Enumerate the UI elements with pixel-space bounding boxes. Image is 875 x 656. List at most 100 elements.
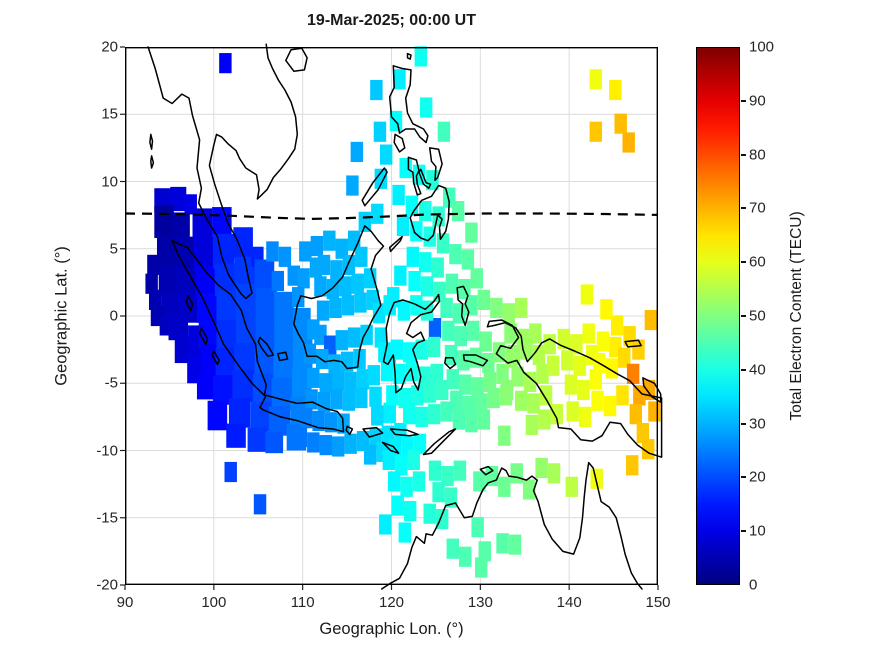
tec-patch [430, 363, 444, 384]
tec-patch [214, 263, 237, 296]
tec-patch [500, 379, 514, 401]
tec-patch [565, 476, 579, 497]
tec-patch [550, 404, 563, 425]
tec-patch [467, 320, 480, 341]
tec-patch [403, 500, 417, 522]
colorbar-tick-label: 70 [749, 199, 766, 217]
colorbar-tick-label: 40 [749, 361, 766, 379]
tec-patch [265, 431, 284, 454]
tec-patch [331, 370, 345, 391]
tec-patch [394, 265, 407, 286]
tec-patch [636, 422, 650, 444]
tec-patch [411, 385, 424, 406]
tec-patch [419, 97, 433, 118]
coastline-path [185, 295, 194, 312]
tec-patch [535, 457, 548, 479]
tec-patch [386, 385, 399, 406]
tec-patch [353, 348, 366, 370]
tec-patch [341, 295, 355, 316]
tec-patch [412, 471, 426, 492]
plot-area [120, 43, 663, 590]
tec-patch [292, 287, 305, 308]
colorbar-tick-mark [741, 153, 746, 156]
tec-patch [561, 350, 574, 371]
colorbar-tick-label: 50 [749, 307, 766, 325]
y-tick-label: 0 [109, 307, 118, 325]
colorbar-tick-mark [741, 99, 746, 102]
tec-patch [274, 291, 294, 325]
tec-patch [618, 347, 631, 368]
tec-patch [147, 254, 160, 275]
x-tick-label: 150 [645, 594, 671, 611]
y-tick-label: 20 [101, 38, 118, 56]
tec-patch [299, 241, 312, 262]
tec-patch [391, 495, 404, 516]
tec-patch [626, 455, 639, 476]
coastline-path [382, 293, 441, 394]
tec-patch [330, 260, 343, 281]
tec-patch [346, 175, 359, 196]
tec-patch [510, 463, 523, 484]
tec-patch [215, 348, 236, 381]
colorbar-tick-label: 20 [749, 468, 766, 486]
tec-patch [335, 330, 348, 351]
coastline-path [388, 235, 403, 253]
coastline-path [362, 426, 384, 438]
tec-patch [344, 371, 357, 392]
tec-patch [442, 320, 455, 341]
tec-patch [498, 476, 511, 497]
x-tick-label: 110 [290, 594, 315, 611]
tec-patch [314, 276, 327, 297]
tec-patch [629, 404, 643, 425]
tec-patch [369, 386, 382, 407]
tec-patch [520, 339, 533, 360]
tec-patch [539, 385, 553, 406]
coastline-path [444, 356, 457, 370]
tec-patch [319, 435, 332, 456]
tec-patch [603, 396, 617, 417]
tec-patch [465, 412, 478, 433]
tec-patch [400, 476, 413, 497]
x-tick-label: 100 [201, 594, 227, 611]
tec-patch [274, 320, 296, 356]
tec-patch [529, 323, 542, 344]
tec-patch [441, 465, 454, 487]
tec-patch [339, 276, 352, 297]
tec-patch [250, 402, 272, 432]
tec-patch [355, 246, 368, 267]
tec-patch [564, 374, 578, 395]
tec-patch [477, 409, 491, 430]
tec-patch [508, 534, 522, 555]
coastline-path [393, 133, 406, 153]
coastline-path [479, 465, 494, 476]
tec-patch [435, 509, 449, 530]
colorbar-tick-mark [741, 476, 746, 479]
tec-patch [216, 320, 238, 353]
tec-patch [397, 300, 411, 321]
tec-patch [176, 267, 198, 300]
tec-patch [423, 382, 436, 403]
tec-patch [428, 460, 442, 481]
coastline-path [149, 133, 154, 150]
tec-patch [536, 363, 549, 384]
tec-patch [268, 406, 291, 436]
colorbar-tick-mark [741, 261, 746, 264]
coastline-path [389, 428, 419, 437]
tec-patch [454, 326, 468, 347]
colorbar-tick-label: 30 [749, 415, 766, 433]
tec-patch [577, 379, 590, 401]
tec-patch [212, 375, 233, 405]
coastline-path [380, 461, 643, 590]
coastline-path [211, 350, 220, 366]
tec-patch [324, 412, 338, 433]
tec-patch [453, 460, 467, 481]
tec-patch [496, 363, 509, 384]
tec-patch [317, 254, 331, 275]
tec-patch [523, 371, 537, 392]
tec-patch [423, 226, 436, 247]
tec-patch [444, 344, 458, 366]
tec-patch [355, 387, 368, 409]
tec-patch [479, 331, 492, 352]
coastline-path [150, 155, 155, 169]
coastline-path [409, 184, 450, 242]
